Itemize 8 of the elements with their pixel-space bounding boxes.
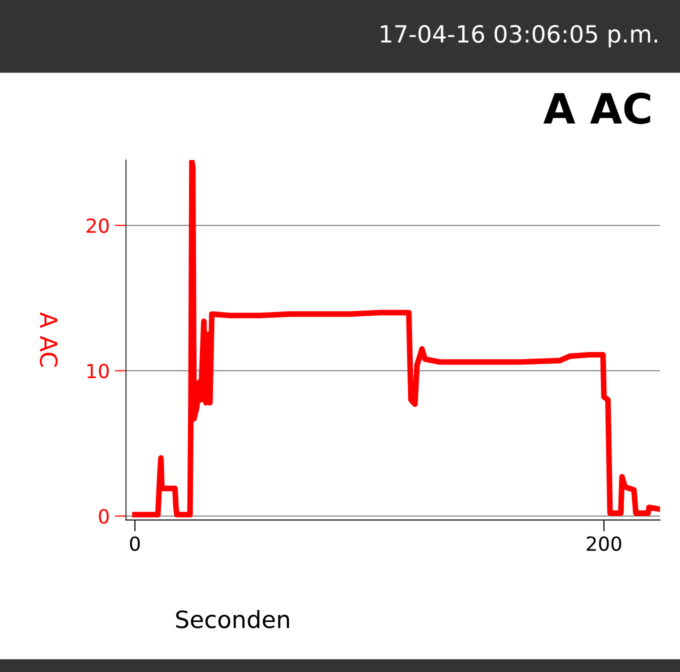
y-axis-title: A AC [40, 312, 58, 367]
y-tick-label: 10 [87, 364, 109, 378]
y-tick-label: 20 [86, 218, 109, 234]
chart-title: A AC [543, 92, 650, 124]
x-tick-label: 200 [586, 536, 622, 552]
y-tick-label: 0 [98, 509, 109, 524]
x-axis-title: Seconden [176, 610, 289, 628]
text: 17-04-16 03:06:05 p.m. [380, 24, 658, 48]
